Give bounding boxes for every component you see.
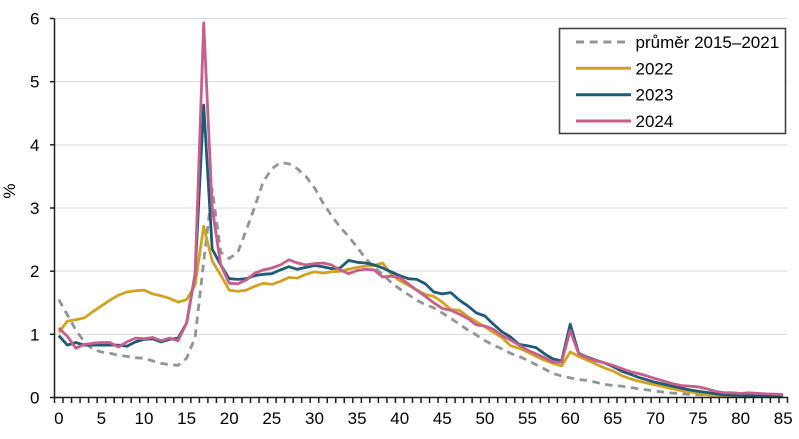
svg-text:5: 5 <box>30 73 39 92</box>
svg-text:55: 55 <box>518 409 537 428</box>
svg-text:50: 50 <box>475 409 494 428</box>
svg-text:45: 45 <box>433 409 452 428</box>
svg-text:2: 2 <box>30 262 39 281</box>
svg-text:75: 75 <box>689 409 708 428</box>
svg-text:65: 65 <box>603 409 622 428</box>
svg-text:40: 40 <box>390 409 409 428</box>
svg-text:35: 35 <box>348 409 367 428</box>
svg-text:20: 20 <box>220 409 239 428</box>
svg-text:80: 80 <box>731 409 750 428</box>
svg-text:70: 70 <box>646 409 665 428</box>
svg-text:průměr 2015–2021: průměr 2015–2021 <box>636 33 780 52</box>
svg-text:85: 85 <box>774 409 793 428</box>
svg-text:2022: 2022 <box>636 59 674 78</box>
svg-text:5: 5 <box>97 409 106 428</box>
svg-text:0: 0 <box>54 409 63 428</box>
svg-text:15: 15 <box>177 409 196 428</box>
svg-text:10: 10 <box>135 409 154 428</box>
svg-text:0: 0 <box>30 389 39 408</box>
svg-text:30: 30 <box>305 409 324 428</box>
svg-text:1: 1 <box>30 325 39 344</box>
svg-text:%: % <box>0 183 19 198</box>
svg-text:25: 25 <box>262 409 281 428</box>
svg-text:2024: 2024 <box>636 112 674 131</box>
svg-text:6: 6 <box>30 10 39 29</box>
svg-text:2023: 2023 <box>636 86 674 105</box>
svg-text:60: 60 <box>561 409 580 428</box>
svg-text:4: 4 <box>30 136 39 155</box>
svg-text:3: 3 <box>30 199 39 218</box>
